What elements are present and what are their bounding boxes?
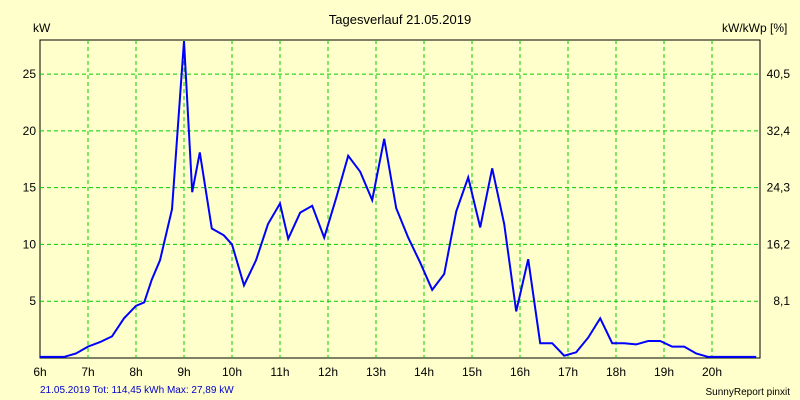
x-tick-label: 16h bbox=[510, 365, 530, 379]
y-tick-label-right: 8,1 bbox=[773, 294, 790, 308]
x-tick-label: 8h bbox=[129, 365, 142, 379]
y-tick-label-right: 24,3 bbox=[767, 181, 791, 195]
x-tick-label: 20h bbox=[702, 365, 722, 379]
x-tick-label: 15h bbox=[462, 365, 482, 379]
y-tick-label-left: 10 bbox=[23, 237, 37, 251]
grid-lines bbox=[40, 40, 760, 358]
x-tick-label: 18h bbox=[606, 365, 626, 379]
x-tick-label: 19h bbox=[654, 365, 674, 379]
x-tick-label: 9h bbox=[177, 365, 190, 379]
footer-brand: SunnyReport pinxit bbox=[706, 387, 791, 398]
footer-summary: 21.05.2019 Tot: 114,45 kWh Max: 27,89 kW bbox=[40, 385, 234, 396]
y-tick-label-left: 5 bbox=[29, 294, 36, 308]
x-tick-label: 14h bbox=[414, 365, 434, 379]
y-tick-label-left: 25 bbox=[23, 67, 37, 81]
y-tick-label-right: 16,2 bbox=[767, 237, 791, 251]
y-tick-label-left: 20 bbox=[23, 124, 37, 138]
y-axis-right-label: kW/kWp [%] bbox=[722, 21, 787, 35]
x-tick-label: 7h bbox=[81, 365, 94, 379]
chart-title: Tagesverlauf 21.05.2019 bbox=[329, 12, 471, 27]
y-tick-label-left: 15 bbox=[23, 181, 37, 195]
x-tick-label: 12h bbox=[318, 365, 338, 379]
x-tick-label: 11h bbox=[270, 365, 289, 379]
tick-labels: 6h 7h 8h 9h 10h 11h 12h 13h 14h 15h 16h 17h 18h 19h 20… bbox=[23, 67, 791, 379]
y-axis-left-label: kW bbox=[33, 21, 51, 35]
x-tick-label: 17h bbox=[558, 365, 578, 379]
plot-area bbox=[39, 39, 761, 359]
x-tick-label: 13h bbox=[366, 365, 386, 379]
y-tick-label-right: 40,5 bbox=[767, 67, 791, 81]
x-tick-label: 6h bbox=[33, 365, 46, 379]
power-line-series bbox=[40, 41, 757, 358]
x-tick-label: 10h bbox=[222, 365, 242, 379]
y-tick-label-right: 32,4 bbox=[767, 124, 791, 138]
